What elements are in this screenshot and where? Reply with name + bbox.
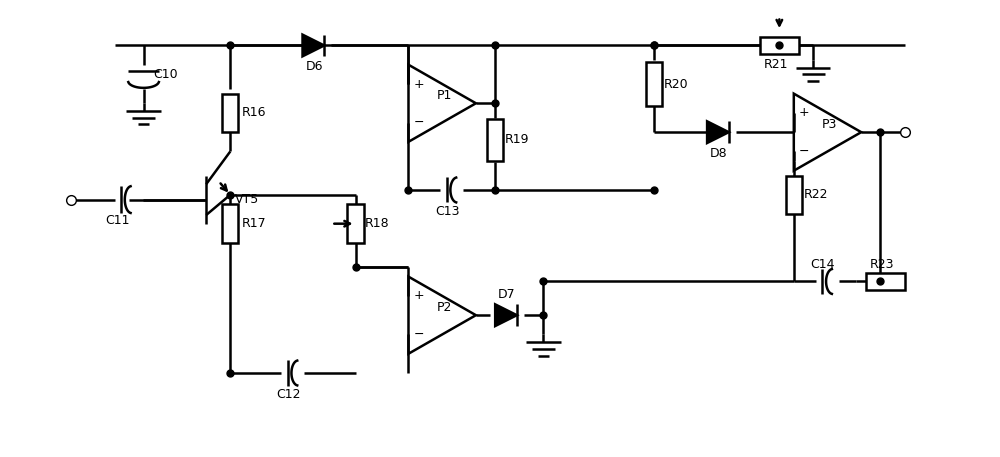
FancyBboxPatch shape <box>222 94 238 132</box>
FancyBboxPatch shape <box>646 62 662 106</box>
Polygon shape <box>495 304 517 326</box>
Text: P3: P3 <box>822 118 837 131</box>
Text: C14: C14 <box>810 258 835 271</box>
Text: D8: D8 <box>710 147 727 160</box>
Text: R16: R16 <box>242 106 266 119</box>
Text: C12: C12 <box>276 388 300 401</box>
Text: −: − <box>413 328 424 341</box>
Polygon shape <box>303 35 324 56</box>
Text: R20: R20 <box>664 78 688 90</box>
Text: P1: P1 <box>436 89 452 102</box>
Polygon shape <box>707 122 729 143</box>
Text: D7: D7 <box>498 287 516 301</box>
Text: R21: R21 <box>764 58 789 71</box>
Text: +: + <box>799 106 809 119</box>
Text: C11: C11 <box>105 214 130 227</box>
FancyBboxPatch shape <box>786 175 802 214</box>
Text: R23: R23 <box>870 258 895 271</box>
Text: −: − <box>413 116 424 129</box>
Text: +: + <box>413 289 424 303</box>
Text: R22: R22 <box>803 188 828 201</box>
FancyBboxPatch shape <box>866 273 905 290</box>
Text: C13: C13 <box>435 205 459 218</box>
Text: R19: R19 <box>505 133 529 146</box>
Text: P2: P2 <box>436 301 452 314</box>
Text: VT5: VT5 <box>235 193 259 206</box>
Text: −: − <box>799 145 809 158</box>
Text: +: + <box>413 78 424 90</box>
Text: C10: C10 <box>153 68 178 81</box>
FancyBboxPatch shape <box>760 37 799 53</box>
FancyBboxPatch shape <box>222 204 238 243</box>
FancyBboxPatch shape <box>487 119 503 161</box>
Text: R17: R17 <box>242 217 266 230</box>
Text: R18: R18 <box>365 217 390 230</box>
FancyBboxPatch shape <box>347 204 364 243</box>
Text: D6: D6 <box>305 60 323 73</box>
